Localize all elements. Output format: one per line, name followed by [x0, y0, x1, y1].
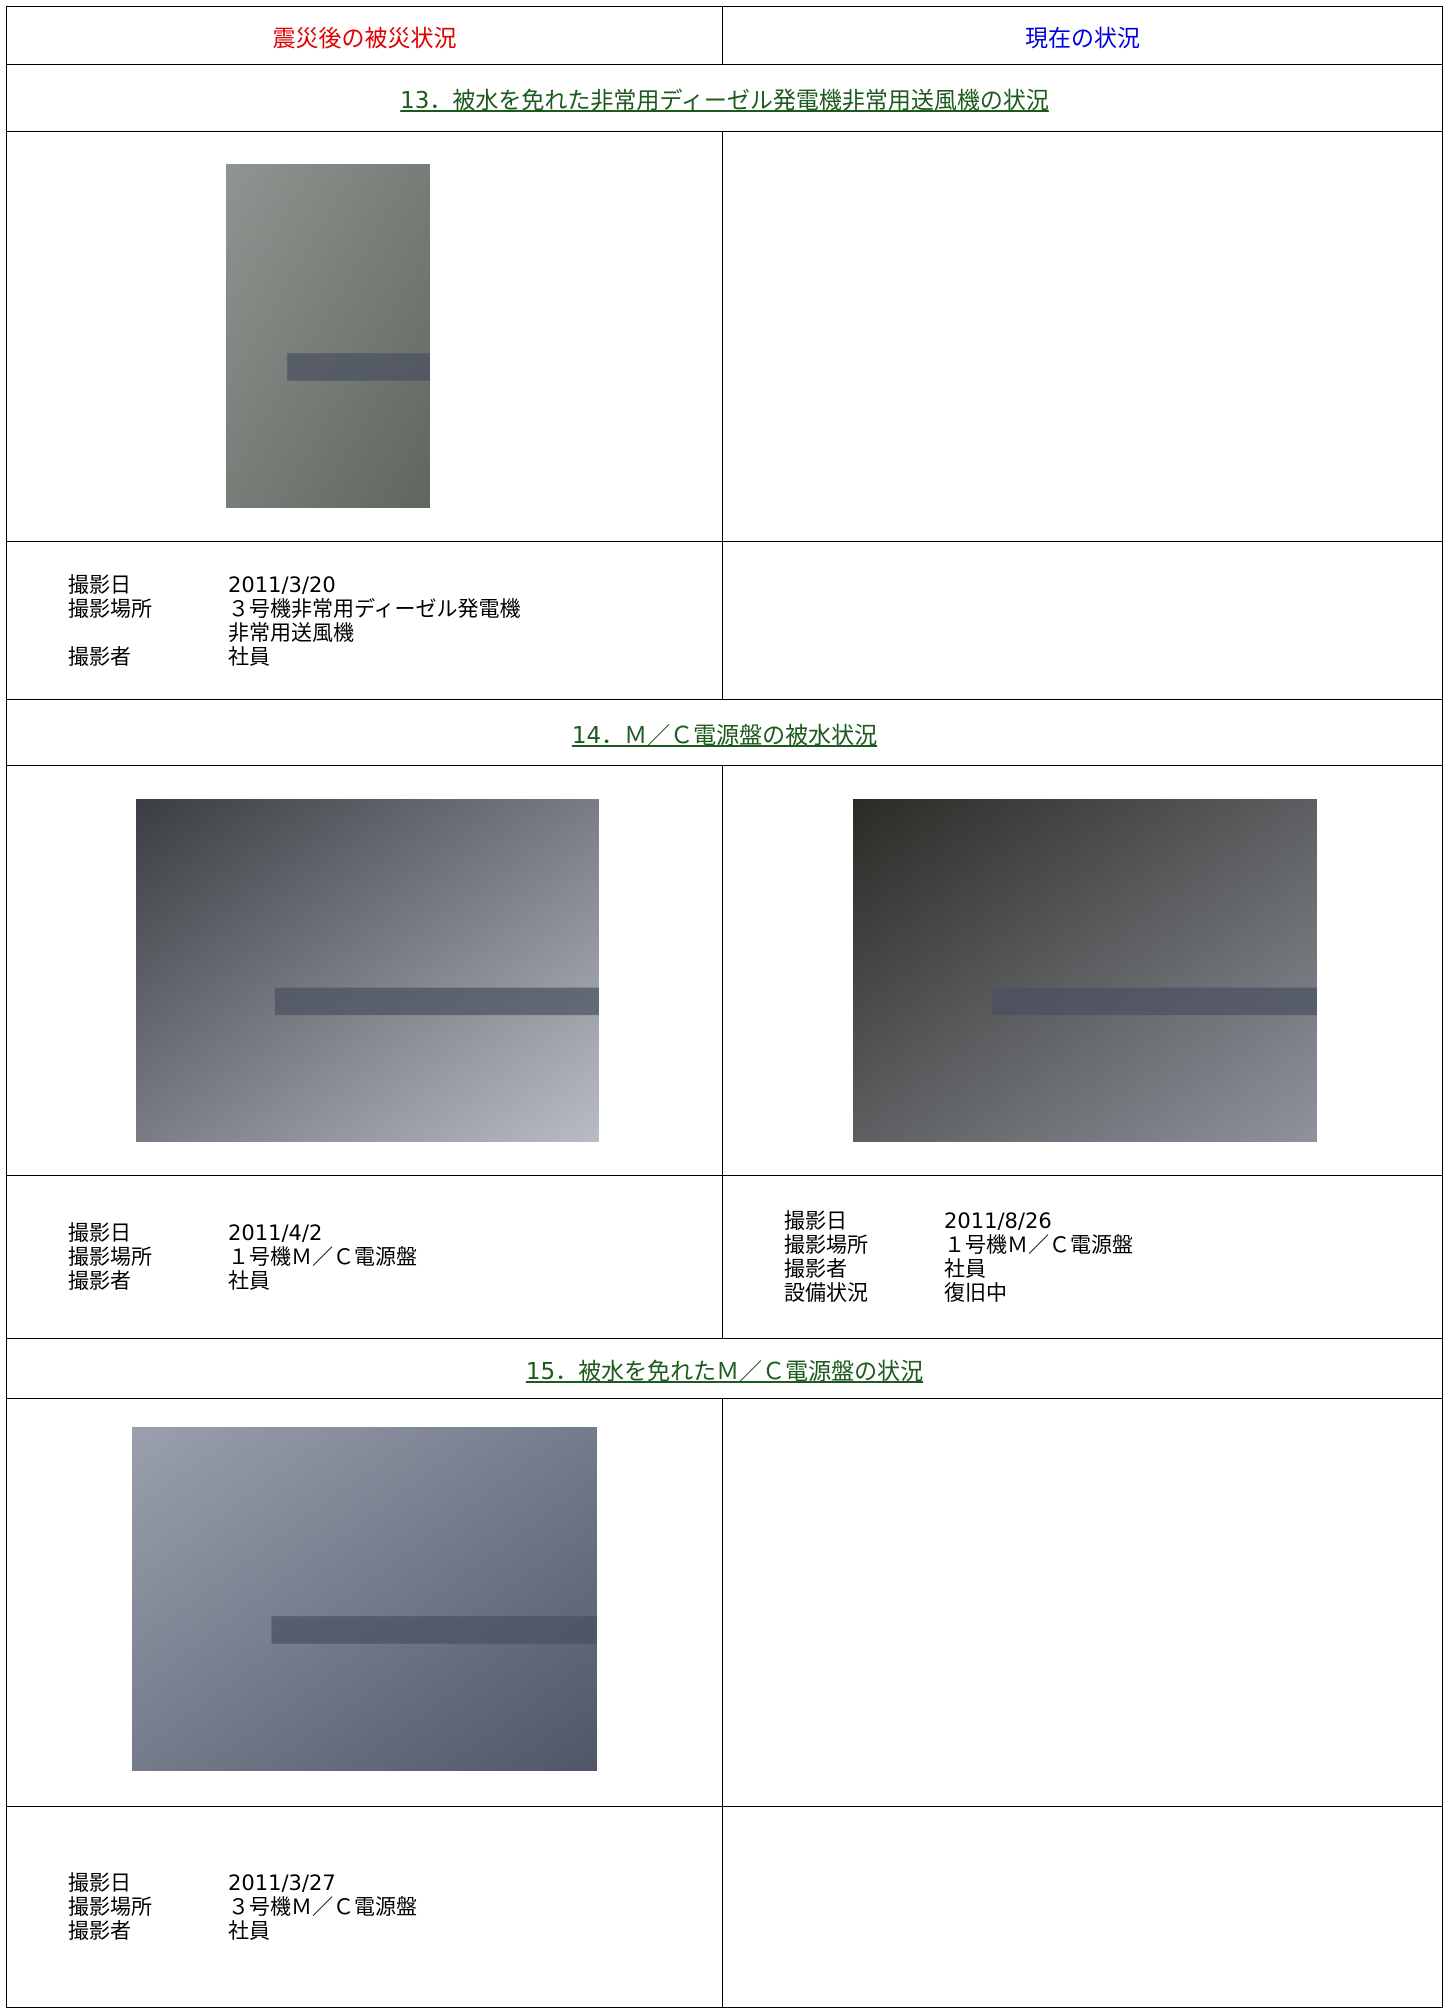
info-block: 撮影日 2011/8/26 撮影場所 １号機Ｍ／Ｃ電源盤撮影者 社員設備状況 復旧中	[784, 1209, 1133, 1305]
info-value: 2011/4/2	[228, 1221, 323, 1245]
section-title: 15．被水を免れたＭ／Ｃ電源盤の状況	[6, 1338, 1443, 1399]
photo	[132, 1427, 597, 1771]
info-values: 復旧中	[944, 1281, 1007, 1305]
info-row: 撮影者 社員	[784, 1257, 1133, 1281]
info-block: 撮影日 2011/4/2 撮影場所 １号機Ｍ／Ｃ電源盤撮影者 社員	[68, 1221, 417, 1293]
info-cell: 撮影日 2011/8/26 撮影場所 １号機Ｍ／Ｃ電源盤撮影者 社員設備状況 復旧中	[722, 1175, 1443, 1339]
info-label: 撮影者	[68, 1919, 131, 1943]
info-values: １号機Ｍ／Ｃ電源盤	[944, 1233, 1133, 1257]
info-label: 設備状況	[784, 1281, 868, 1305]
info-row: 撮影日 2011/3/27	[68, 1871, 417, 1895]
info-row: 撮影者 社員	[68, 645, 521, 669]
info-block: 撮影日 2011/3/20 撮影場所 ３号機非常用ディーゼル発電機 非常用送風機撮影者 社…	[68, 573, 521, 669]
info-row: 撮影者 社員	[68, 1269, 417, 1293]
info-cell: 撮影日 2011/3/20 撮影場所 ３号機非常用ディーゼル発電機 非常用送風機撮影者 社…	[6, 541, 723, 700]
section-title: 13．被水を免れた非常用ディーゼル発電機非常用送風機の状況	[6, 64, 1443, 132]
photo	[853, 799, 1317, 1142]
info-values: １号機Ｍ／Ｃ電源盤	[228, 1245, 417, 1269]
info-label: 撮影日	[784, 1209, 847, 1233]
info-value: ３号機非常用ディーゼル発電機	[228, 596, 521, 621]
info-label: 撮影日	[68, 1871, 131, 1895]
info-values: 2011/3/27	[228, 1871, 336, 1895]
info-row: 撮影日 2011/3/20	[68, 573, 521, 597]
info-value: 2011/3/20	[228, 572, 336, 597]
info-label: 撮影者	[68, 644, 131, 669]
info-value: 社員	[228, 644, 270, 669]
info-values: 社員	[228, 1269, 270, 1293]
section-title: 14．Ｍ／Ｃ電源盤の被水状況	[6, 699, 1443, 766]
info-cell	[722, 541, 1443, 700]
photo-cell	[722, 1398, 1443, 1807]
info-row: 撮影場所 １号機Ｍ／Ｃ電源盤	[68, 1245, 417, 1269]
info-cell: 撮影日 2011/3/27 撮影場所 ３号機Ｍ／Ｃ電源盤撮影者 社員	[6, 1806, 723, 2008]
info-row: 撮影場所 １号機Ｍ／Ｃ電源盤	[784, 1233, 1133, 1257]
info-label: 撮影日	[68, 572, 131, 597]
info-cell: 撮影日 2011/4/2 撮影場所 １号機Ｍ／Ｃ電源盤撮影者 社員	[6, 1175, 723, 1339]
photo	[136, 799, 599, 1142]
info-row: 撮影者 社員	[68, 1919, 417, 1943]
info-row: 撮影場所 ３号機Ｍ／Ｃ電源盤	[68, 1895, 417, 1919]
photo	[226, 164, 430, 508]
info-row: 設備状況 復旧中	[784, 1281, 1133, 1305]
info-label: 撮影者	[68, 1269, 131, 1293]
info-row: 撮影場所 ３号機非常用ディーゼル発電機 非常用送風機	[68, 597, 521, 645]
info-label: 撮影場所	[784, 1233, 868, 1257]
info-values: 2011/3/20	[228, 573, 336, 597]
info-value: ３号機Ｍ／Ｃ電源盤	[228, 1895, 417, 1919]
info-value: 2011/3/27	[228, 1871, 336, 1895]
info-label: 撮影日	[68, 1221, 131, 1245]
info-values: 社員	[944, 1257, 986, 1281]
info-value: 社員	[944, 1257, 986, 1281]
info-block: 撮影日 2011/3/27 撮影場所 ３号機Ｍ／Ｃ電源盤撮影者 社員	[68, 1871, 417, 1943]
info-value: 社員	[228, 1919, 270, 1943]
header-cell: 現在の状況	[722, 6, 1443, 65]
info-label: 撮影場所	[68, 596, 152, 621]
info-values: ３号機Ｍ／Ｃ電源盤	[228, 1895, 417, 1919]
info-cell	[722, 1806, 1443, 2008]
info-value: 2011/8/26	[944, 1209, 1052, 1233]
info-value: 非常用送風機	[228, 620, 354, 645]
info-value: １号機Ｍ／Ｃ電源盤	[228, 1245, 417, 1269]
info-values: 社員	[228, 645, 270, 669]
info-row: 撮影日 2011/8/26	[784, 1209, 1133, 1233]
info-value: 社員	[228, 1269, 270, 1293]
photo-cell	[722, 131, 1443, 542]
header-cell: 震災後の被災状況	[6, 6, 723, 65]
info-values: 2011/8/26	[944, 1209, 1052, 1233]
info-values: 2011/4/2	[228, 1221, 322, 1245]
info-value: 復旧中	[944, 1281, 1007, 1305]
info-label: 撮影場所	[68, 1895, 152, 1919]
info-label: 撮影者	[784, 1257, 847, 1281]
info-values: 社員	[228, 1919, 270, 1943]
info-row: 撮影日 2011/4/2	[68, 1221, 417, 1245]
info-values: ３号機非常用ディーゼル発電機 非常用送風機	[228, 597, 521, 645]
info-value: １号機Ｍ／Ｃ電源盤	[944, 1233, 1133, 1257]
info-label: 撮影場所	[68, 1245, 152, 1269]
